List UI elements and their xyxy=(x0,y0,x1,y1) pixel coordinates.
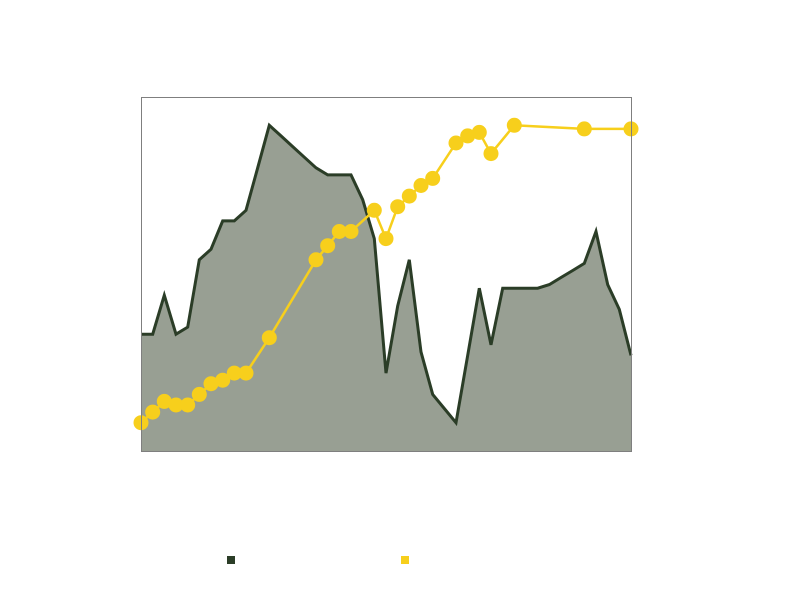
legend-swatch-area-series xyxy=(227,556,235,564)
line-series-point-22 xyxy=(460,128,476,144)
legend-swatch-line-series xyxy=(401,556,409,564)
line-series-point-21 xyxy=(448,135,464,151)
area-series-line xyxy=(141,122,633,427)
line-series-point-19 xyxy=(413,178,429,193)
line-series-point-20 xyxy=(425,170,441,186)
line-series-point-7 xyxy=(215,372,231,388)
line-series-point-17 xyxy=(390,199,406,215)
line-series-point-3 xyxy=(168,397,184,413)
line-series-point-26 xyxy=(576,121,592,137)
line-series-point-8 xyxy=(226,365,242,381)
line-series-point-16 xyxy=(378,231,394,247)
line-series-point-2 xyxy=(156,393,172,409)
legend xyxy=(227,556,409,564)
line-series-point-23 xyxy=(471,124,487,140)
line-series-point-9 xyxy=(238,365,254,381)
line-series-point-15 xyxy=(366,202,382,218)
line-series-point-24 xyxy=(483,146,499,162)
line-series-point-1 xyxy=(145,404,161,420)
line-series-point-12 xyxy=(320,238,336,254)
line-series-point-25 xyxy=(506,117,522,133)
line-series-point-10 xyxy=(261,330,277,346)
line-series-point-6 xyxy=(203,376,219,392)
line-series-point-4 xyxy=(180,397,196,413)
plot-frame xyxy=(141,97,632,452)
plot-area xyxy=(133,117,639,452)
line-series-point-18 xyxy=(401,188,417,204)
line-series-point-13 xyxy=(331,224,347,239)
line-series-point-14 xyxy=(343,224,359,239)
area-series-fill xyxy=(141,125,631,452)
line-series-point-11 xyxy=(308,252,324,268)
line-series-point-5 xyxy=(191,386,207,402)
